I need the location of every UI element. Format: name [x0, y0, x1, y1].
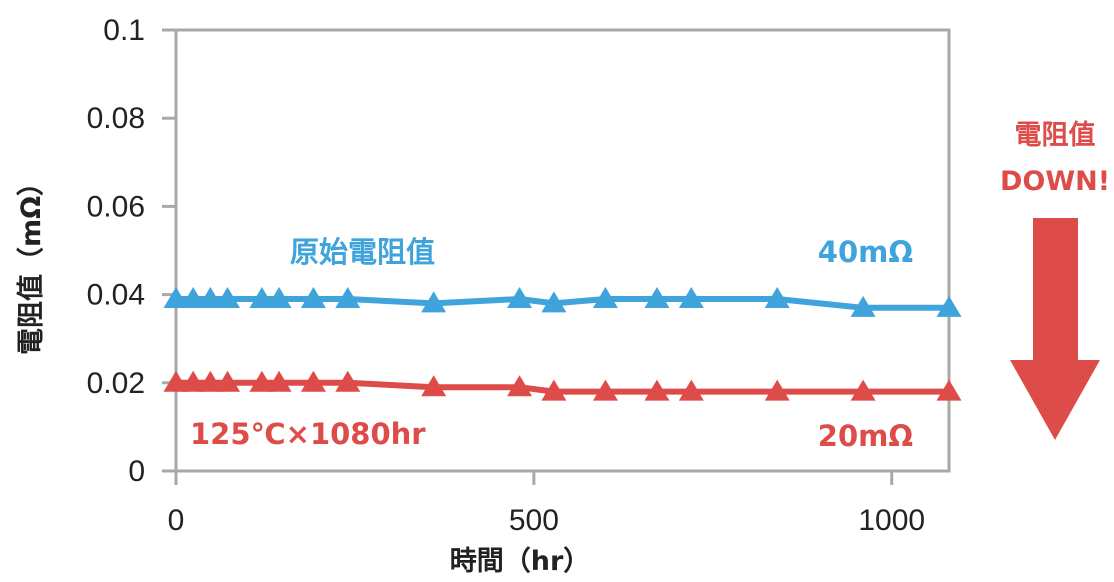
y-axis-ticks: 0 0.02 0.04 0.06 0.08 0.1	[87, 14, 176, 488]
triangle-marker	[197, 370, 223, 392]
triangle-marker	[644, 287, 670, 309]
triangle-marker	[421, 291, 447, 313]
triangle-marker	[850, 295, 876, 317]
y-tick-label: 0.06	[87, 190, 145, 223]
y-tick-label: 0.1	[103, 14, 145, 47]
triangle-marker	[592, 379, 618, 401]
triangle-marker	[266, 370, 292, 392]
down-arrow-icon	[1010, 218, 1100, 440]
triangle-marker	[592, 287, 618, 309]
triangle-marker	[678, 379, 704, 401]
series-line-2	[176, 379, 949, 395]
x-tick-label: 500	[509, 504, 559, 537]
x-tick-label: 0	[168, 504, 185, 537]
red-series-value: 20mΩ	[818, 419, 913, 453]
x-axis-ticks: 0 500 1000	[168, 471, 925, 537]
triangle-marker	[266, 287, 292, 309]
y-tick-label: 0.08	[87, 102, 145, 135]
triangle-marker	[507, 375, 533, 397]
triangle-marker	[300, 287, 326, 309]
triangle-marker	[180, 370, 206, 392]
triangle-marker	[850, 379, 876, 401]
triangle-marker	[163, 370, 189, 392]
triangle-marker	[644, 379, 670, 401]
side-label-line1: 電阻值	[1015, 120, 1096, 151]
triangle-marker	[215, 287, 241, 309]
plot-frame	[174, 28, 951, 473]
blue-series-name: 原始電阻值	[290, 235, 435, 269]
triangle-marker	[335, 287, 361, 309]
triangle-marker	[180, 287, 206, 309]
triangle-marker	[507, 287, 533, 309]
side-label-line2: DOWN!	[1000, 166, 1110, 197]
y-tick-label: 0	[128, 455, 145, 488]
triangle-marker	[215, 370, 241, 392]
triangle-marker	[300, 370, 326, 392]
series-group	[163, 287, 962, 401]
y-tick-label: 0.04	[87, 279, 145, 312]
triangle-marker	[197, 287, 223, 309]
triangle-marker	[936, 295, 962, 317]
triangle-marker	[249, 370, 275, 392]
triangle-marker	[249, 287, 275, 309]
triangle-marker	[764, 287, 790, 309]
y-tick-label: 0.02	[87, 367, 145, 400]
triangle-marker	[764, 379, 790, 401]
triangle-marker	[335, 370, 361, 392]
triangle-marker	[421, 375, 447, 397]
triangle-marker	[936, 379, 962, 401]
blue-series-value: 40mΩ	[818, 235, 913, 269]
triangle-marker	[163, 287, 189, 309]
triangle-marker	[541, 379, 567, 401]
triangle-marker	[678, 287, 704, 309]
x-axis-title: 時間（hr）	[450, 546, 591, 577]
triangle-marker	[541, 291, 567, 313]
red-condition-label: 125℃×1080hr	[190, 417, 426, 451]
y-axis-title: 電阻值（mΩ）	[16, 169, 47, 355]
x-tick-label: 1000	[858, 504, 925, 537]
